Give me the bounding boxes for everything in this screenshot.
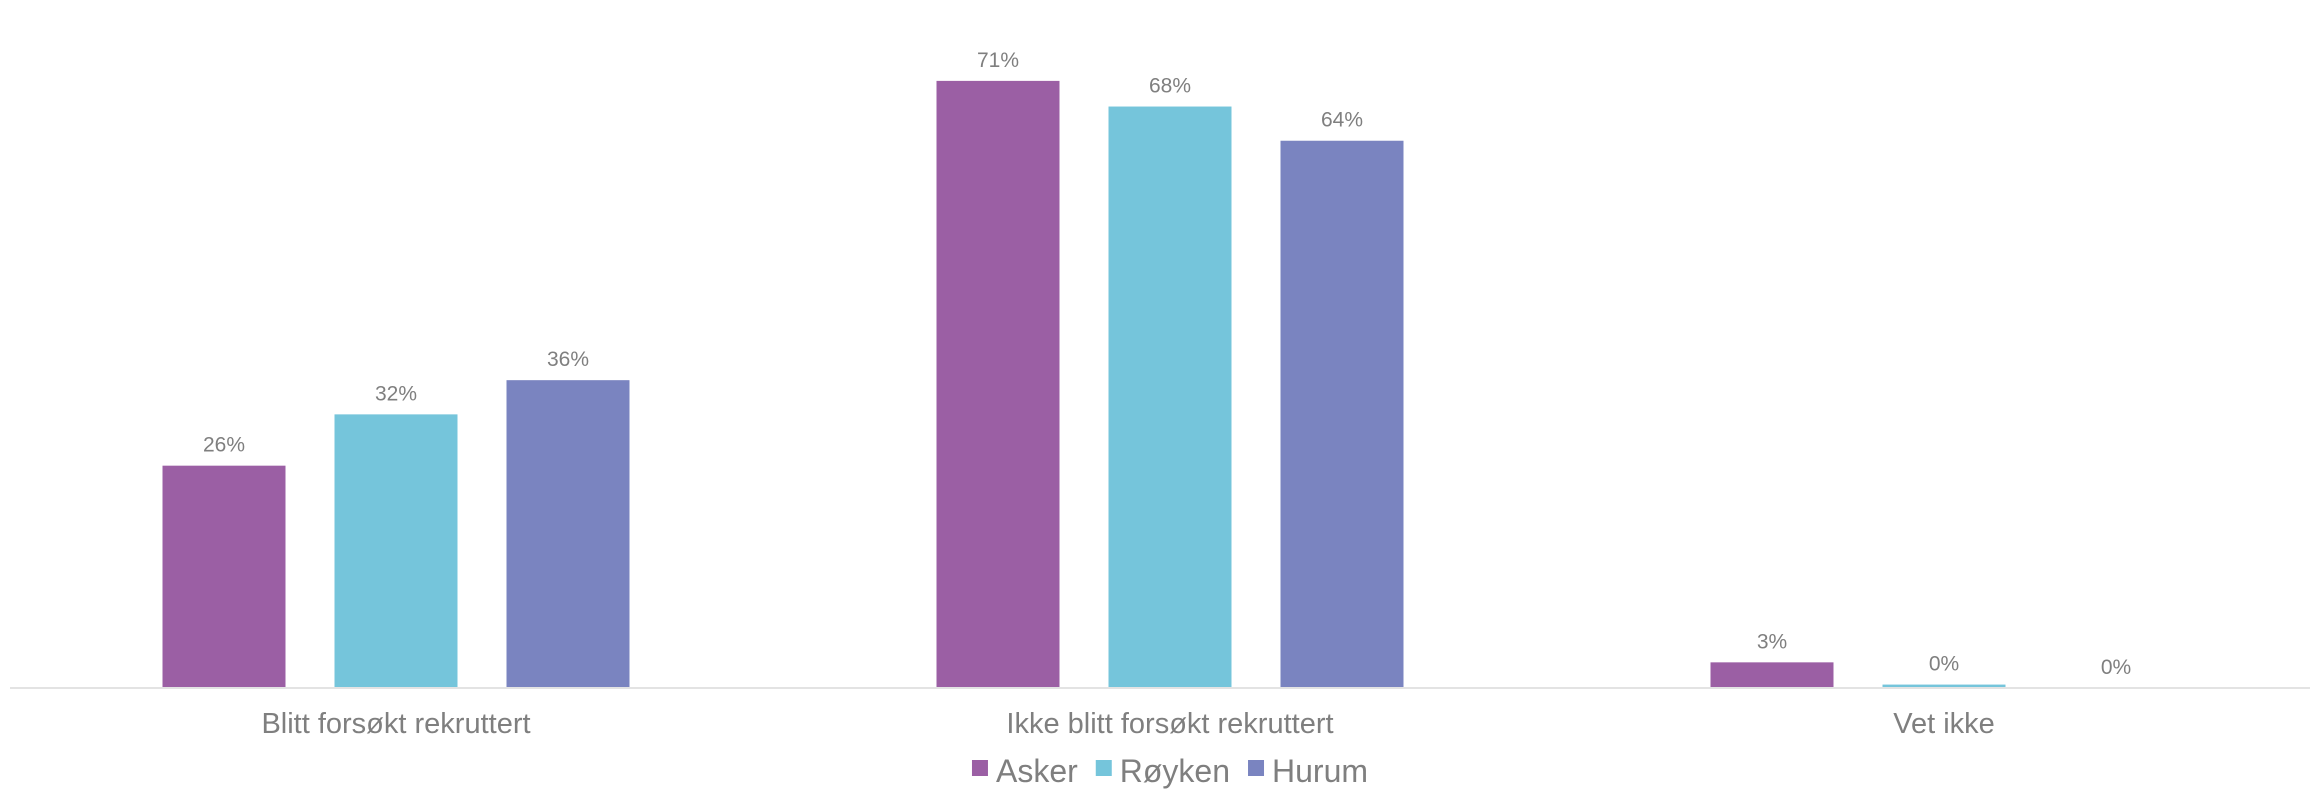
- data-label-asker-3: 3%: [1757, 630, 1787, 653]
- bar-hurum-1: [506, 380, 630, 688]
- category-label-3: Vet ikke: [1893, 708, 1995, 740]
- data-label-hurum-1: 36%: [547, 348, 589, 371]
- data-label-royken-3: 0%: [1929, 653, 1959, 676]
- legend-item-royken: Røyken: [1095, 753, 1230, 789]
- legend-label-hurum: Hurum: [1272, 753, 1368, 789]
- bar-royken-1: [334, 414, 458, 688]
- data-labels-layer: 26% 32% 36% 71% 68% 64% 3% 0% 0%: [203, 49, 2131, 679]
- category-label-1: Blitt forsøkt rekruttert: [261, 708, 530, 740]
- bar-royken-2: [1108, 106, 1232, 689]
- bar-royken-3: [1882, 684, 2006, 688]
- legend-swatch-hurum: [1248, 760, 1265, 776]
- data-label-asker-1: 26%: [203, 434, 245, 457]
- legend-swatch-asker: [971, 760, 988, 776]
- data-label-hurum-2: 64%: [1321, 109, 1363, 132]
- data-label-asker-2: 71%: [977, 49, 1019, 72]
- bars-layer: [162, 80, 2006, 689]
- data-label-hurum-3: 0%: [2101, 656, 2131, 679]
- legend-item-hurum: Hurum: [1248, 753, 1368, 789]
- data-label-royken-1: 32%: [375, 382, 417, 405]
- bar-asker-2: [936, 80, 1060, 688]
- legend: Asker Røyken Hurum: [971, 753, 1368, 789]
- category-labels-layer: Blitt forsøkt rekruttert Ikke blitt forsø…: [261, 708, 1994, 740]
- legend-item-asker: Asker: [971, 753, 1078, 789]
- bar-asker-3: [1710, 662, 1834, 688]
- legend-label-asker: Asker: [996, 753, 1078, 789]
- legend-label-royken: Røyken: [1120, 753, 1230, 789]
- category-label-2: Ikke blitt forsøkt rekruttert: [1006, 708, 1333, 740]
- bar-hurum-2: [1280, 140, 1404, 688]
- data-label-royken-2: 68%: [1149, 75, 1191, 98]
- bar-asker-1: [162, 465, 286, 688]
- legend-swatch-royken: [1095, 760, 1112, 776]
